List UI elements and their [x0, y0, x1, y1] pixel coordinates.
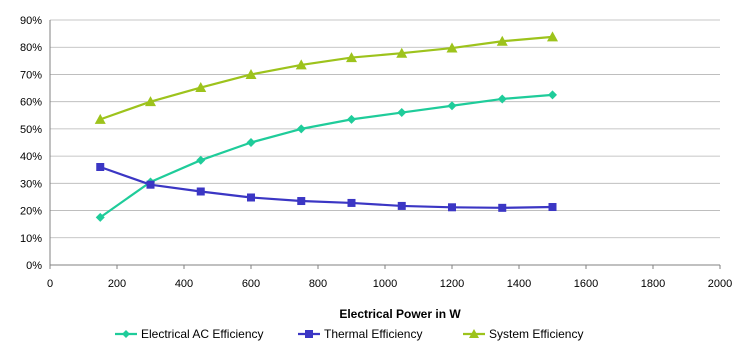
series-2-point-9 [547, 31, 558, 42]
x-tick-label-9: 1800 [641, 278, 665, 290]
x-axis-tick-labels: 0 200 400 600 800 1000 1200 1400 1600 1800 2000 [47, 278, 732, 290]
series-1-point-7 [448, 203, 456, 212]
y-tick-label-7: 70% [20, 69, 42, 81]
x-axis-title: Electrical Power in W [339, 307, 461, 321]
series-1-point-4 [297, 197, 306, 206]
series-1 [96, 163, 557, 212]
legend-label-1: Thermal Efficiency [324, 327, 422, 341]
series-2-point-6 [396, 47, 408, 58]
x-tick-label-4: 800 [309, 278, 327, 290]
series-2-point-0 [94, 113, 106, 124]
series-0-point-5 [347, 114, 356, 124]
series-line-0 [99, 93, 553, 219]
y-axis-tick-labels: 0% 10% 20% 30% 40% 50% 60% 70% 80% 90% [20, 15, 42, 272]
y-tick-label-1: 10% [20, 233, 42, 245]
series-1-point-8 [498, 203, 507, 212]
series-2-point-2 [195, 82, 207, 93]
series-2-point-1 [145, 96, 156, 107]
legend-swatch-marker-0 [122, 330, 130, 338]
y-tick-label-4: 40% [20, 151, 42, 163]
series-0-point-8 [497, 94, 507, 104]
series-0-point-6 [397, 108, 407, 118]
y-tick-label-8: 80% [20, 42, 42, 54]
x-tick-label-3: 600 [242, 278, 260, 290]
x-tick-label-7: 1400 [507, 278, 531, 290]
series-2-point-4 [295, 59, 307, 70]
x-tick-label-2: 400 [175, 278, 193, 290]
series-1-point-1 [146, 180, 155, 189]
series-line-2 [99, 35, 553, 121]
grid-lines [50, 19, 720, 239]
series-0-point-9 [548, 90, 557, 100]
series-2-point-8 [496, 35, 508, 46]
legend-swatch-marker-2 [469, 329, 479, 338]
series-1-point-6 [397, 201, 406, 210]
y-tick-label-2: 20% [20, 206, 42, 218]
legend-item-2: System Efficiency [463, 327, 583, 341]
series-0-point-7 [447, 101, 457, 111]
series-line-1 [99, 165, 553, 209]
series-2-point-3 [245, 68, 257, 79]
x-tick-label-1: 200 [108, 278, 126, 290]
legend-label-2: System Efficiency [489, 327, 583, 341]
x-tick-label-8: 1600 [574, 278, 598, 290]
legend-label-0: Electrical AC Efficiency [141, 327, 264, 341]
series-0-point-2 [196, 155, 206, 165]
series-group [94, 31, 558, 222]
x-tick-label-5: 1000 [373, 278, 397, 290]
series-1-point-0 [96, 163, 105, 171]
legend-swatch-marker-1 [305, 330, 313, 338]
axes [49, 20, 721, 269]
series-0-point-4 [296, 124, 306, 134]
series-0-point-0 [95, 212, 105, 222]
x-tick-label-6: 1200 [440, 278, 464, 290]
series-1-point-3 [247, 193, 255, 202]
series-2 [94, 31, 558, 124]
legend: Electrical AC Efficiency Thermal Efficien… [115, 327, 583, 341]
legend-item-1: Thermal Efficiency [298, 327, 422, 341]
legend-item-0: Electrical AC Efficiency [115, 327, 264, 341]
x-tick-label-0: 0 [47, 278, 53, 290]
y-tick-label-0: 0% [26, 260, 42, 272]
series-0-point-3 [246, 138, 256, 147]
series-1-point-9 [548, 203, 557, 212]
series-2-point-7 [446, 42, 458, 53]
x-tick-label-10: 2000 [708, 278, 732, 290]
series-1-point-5 [347, 198, 356, 207]
y-tick-label-5: 50% [20, 124, 42, 136]
series-2-point-5 [346, 52, 357, 63]
series-1-point-2 [196, 187, 205, 196]
y-tick-label-6: 60% [20, 97, 42, 109]
y-tick-label-3: 30% [20, 178, 42, 190]
y-tick-label-9: 90% [20, 15, 42, 27]
